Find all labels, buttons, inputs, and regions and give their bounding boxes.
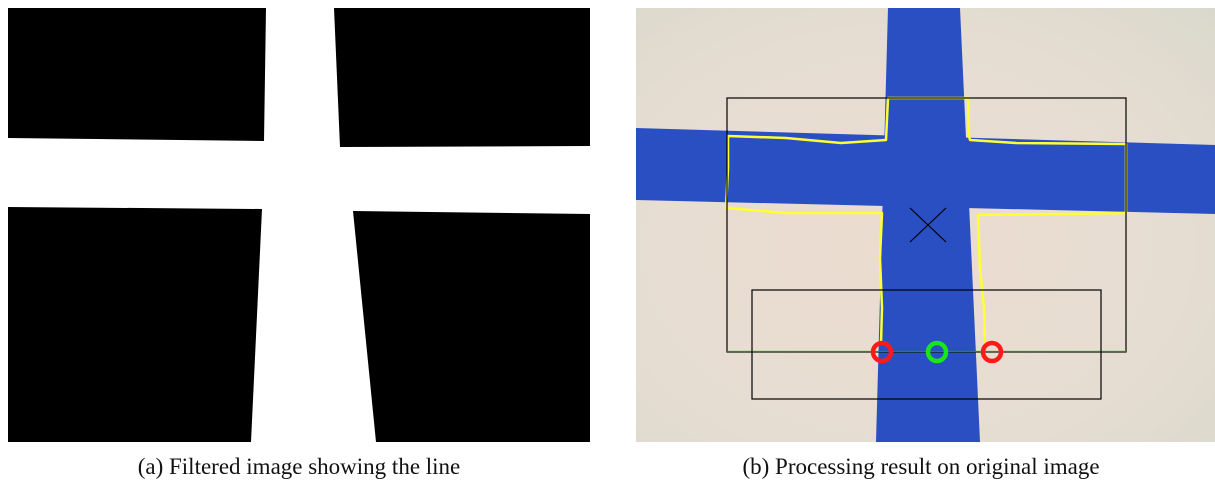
- center-marker: [925, 340, 949, 364]
- black-quadrant-top-left: [8, 8, 266, 141]
- right-edge-marker: [980, 340, 1004, 364]
- left-edge-marker: [870, 340, 894, 364]
- filtered-image: [8, 8, 590, 442]
- black-quadrant-top-right: [334, 8, 590, 147]
- blue-tape-horizontal: [636, 128, 1215, 214]
- black-quadrant-bottom-right: [353, 211, 590, 442]
- processed-image-svg: [636, 8, 1215, 442]
- processed-image: [636, 8, 1215, 442]
- filtered-image-svg: [8, 8, 590, 442]
- centroid-cross-b: [909, 207, 947, 243]
- black-quadrant-bottom-left: [8, 207, 262, 442]
- caption-b: (b) Processing result on original image: [742, 454, 1100, 479]
- caption-a: (a) Filtered image showing the line: [137, 454, 461, 479]
- roi-box-inner: [751, 289, 1102, 400]
